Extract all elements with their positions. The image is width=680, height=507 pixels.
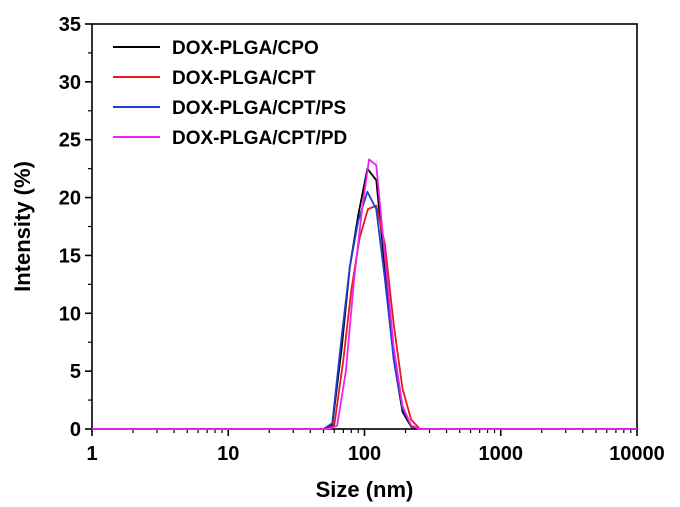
series-line-1 [92,167,637,430]
x-tick-label: 1000 [479,443,524,465]
legend-label: DOX-PLGA/CPO [172,38,319,59]
y-tick-label: 10 [59,303,81,325]
series-line-3 [92,190,637,430]
series-line-4 [92,158,637,430]
legend-label: DOX-PLGA/CPT [172,68,316,89]
y-tick-label: 0 [70,419,81,441]
y-tick-label: 15 [59,245,81,267]
legend-label: DOX-PLGA/CPT/PD [172,128,347,149]
x-tick-label: 1 [86,443,97,465]
y-tick-label: 5 [70,361,81,383]
legend-label: DOX-PLGA/CPT/PS [172,98,346,119]
x-axis-title: Size (nm) [316,477,414,502]
y-axis-title: Intensity (%) [10,161,35,292]
series-lines [92,158,637,430]
series-line-2 [92,204,637,430]
y-tick-label: 25 [59,130,81,152]
y-tick-label: 30 [59,72,81,94]
x-tick-label: 10000 [609,443,665,465]
y-axis-ticks: 0 5 10 15 20 25 30 35 [59,14,92,441]
legend: DOX-PLGA/CPO DOX-PLGA/CPT DOX-PLGA/CPT/PS D… [113,38,347,149]
x-tick-label: 10 [217,443,239,465]
y-tick-label: 20 [59,188,81,210]
y-tick-label: 35 [59,14,81,36]
x-axis-ticks: 1 10 100 1000 10000 [86,429,665,465]
x-tick-label: 100 [348,443,381,465]
